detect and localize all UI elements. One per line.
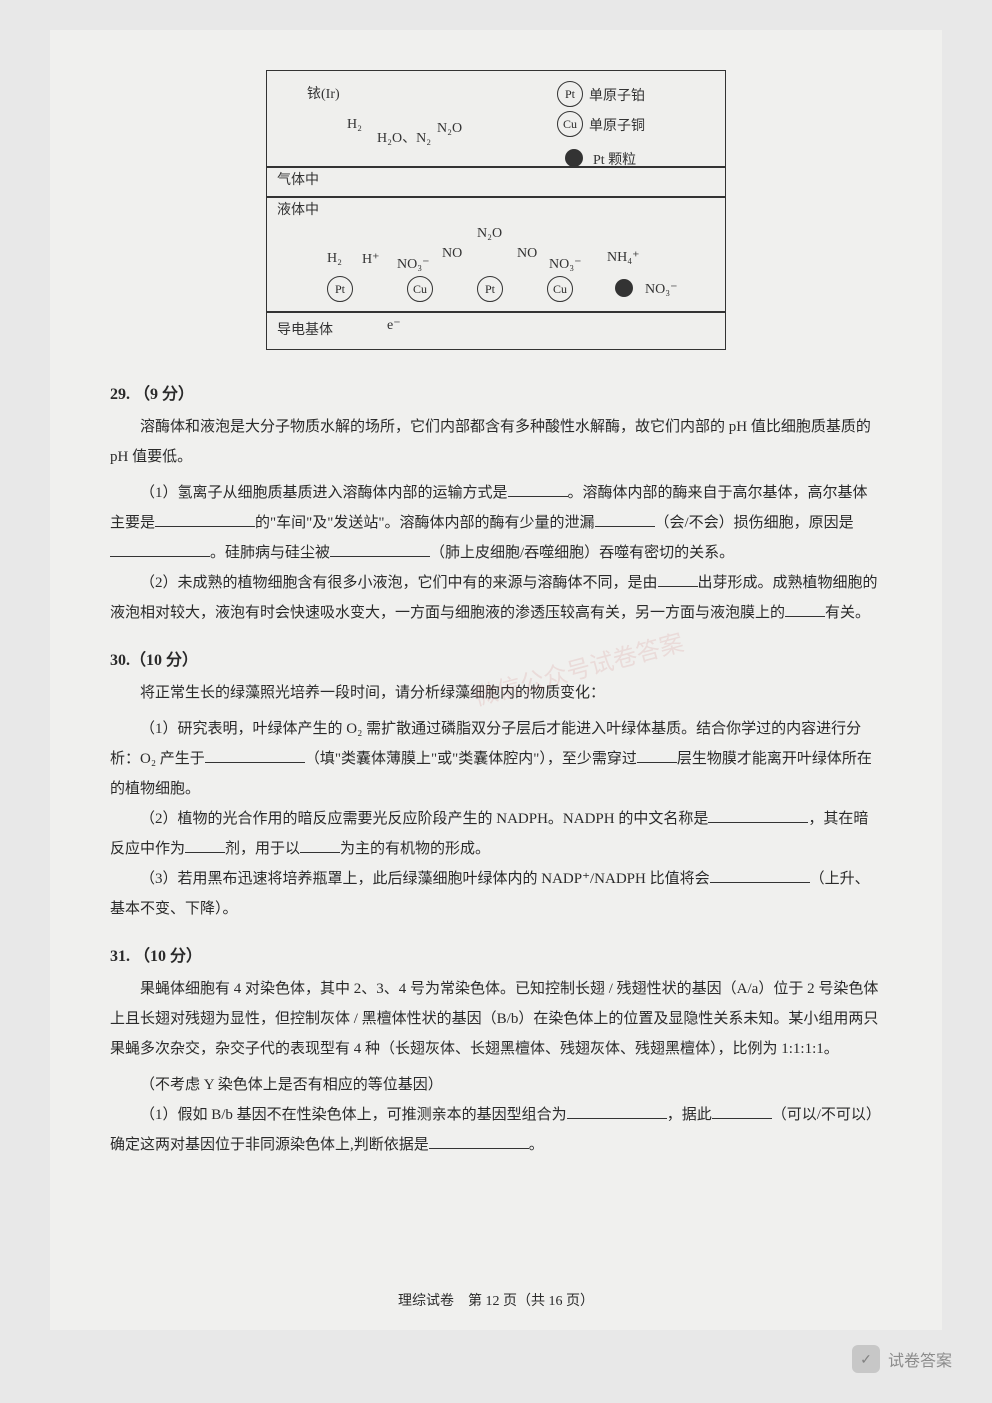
gas-phase-label: 气体中	[277, 169, 319, 189]
pt-node-top: Pt	[557, 81, 583, 107]
ir-label: 铱(Ir)	[307, 83, 340, 103]
q30-intro: 将正常生长的绿藻照光培养一段时间，请分析绿藻细胞内的物质变化：	[110, 678, 882, 708]
blank	[300, 838, 340, 853]
blank	[595, 512, 655, 527]
no-1: NO	[442, 246, 462, 262]
q30-sub3: （3）若用黑布迅速将培养瓶罩上，此后绿藻细胞叶绿体内的 NADP⁺/NADPH …	[110, 864, 882, 924]
pt-atom-label: 单原子铂	[589, 85, 645, 105]
pt-node-b2: Pt	[477, 276, 503, 302]
h2-mid: H₂	[327, 251, 342, 267]
blank	[567, 1104, 667, 1119]
blank	[110, 542, 210, 557]
blank	[708, 808, 808, 823]
q31-intro: 果蝇体细胞有 4 对染色体，其中 2、3、4 号为常染色体。已知控制长翅 / 残…	[110, 974, 882, 1064]
q29-sub2: （2）未成熟的植物细胞含有很多小液泡，它们中有的来源与溶酶体不同，是由出芽形成。…	[110, 568, 882, 628]
substrate-divider	[267, 311, 725, 313]
h-plus: H⁺	[362, 251, 380, 268]
cu-atom-label: 单原子铜	[589, 115, 645, 135]
cu-node-b2: Cu	[547, 276, 573, 302]
nh4-plus: NH₄⁺	[607, 249, 640, 266]
cu-node-top: Cu	[557, 111, 583, 137]
n2o-top: N₂O	[437, 121, 462, 137]
blank	[205, 748, 305, 763]
blank	[712, 1104, 772, 1119]
q29-intro: 溶酶体和液泡是大分子物质水解的场所，它们内部都含有多种酸性水解酶，故它们内部的 …	[110, 412, 882, 472]
gas-divider	[267, 166, 725, 168]
blank	[658, 572, 698, 587]
solid-node-b	[615, 279, 633, 297]
pt-particle-dot	[565, 149, 583, 167]
substrate-label: 导电基体	[277, 319, 333, 339]
e-minus: e⁻	[387, 317, 401, 334]
liquid-phase-label: 液体中	[277, 199, 319, 219]
watermark-logo: ✓ 试卷答案	[852, 1345, 952, 1373]
page-container: 铱(Ir) Pt 单原子铂 Cu 单原子铜 H₂ H₂O、N₂ N₂O Pt 颗…	[50, 30, 942, 1330]
no3-1: NO₃⁻	[397, 256, 430, 273]
no3-3: NO₃⁻	[645, 281, 678, 298]
pt-node-b1: Pt	[327, 276, 353, 302]
q29-number: 29. （9 分）	[110, 380, 882, 404]
blank	[155, 512, 255, 527]
blank	[185, 838, 225, 853]
page-footer: 理综试卷 第 12 页（共 16 页）	[50, 1290, 942, 1310]
blank	[508, 482, 568, 497]
q31-sub1: （1）假如 B/b 基因不在性染色体上，可推测亲本的基因型组合为，据此（可以/不…	[110, 1100, 882, 1160]
n2o-mid: N₂O	[477, 226, 502, 242]
chemistry-diagram: 铱(Ir) Pt 单原子铂 Cu 单原子铜 H₂ H₂O、N₂ N₂O Pt 颗…	[266, 70, 726, 350]
cu-node-b1: Cu	[407, 276, 433, 302]
blank	[637, 748, 677, 763]
blank	[710, 868, 810, 883]
no-2: NO	[517, 246, 537, 262]
blank	[429, 1134, 529, 1149]
no3-2: NO₃⁻	[549, 256, 582, 273]
h2o-n2: H₂O、N₂	[377, 127, 431, 147]
q30-number: 30.（10 分）	[110, 646, 882, 670]
blank	[785, 602, 825, 617]
blank	[330, 542, 430, 557]
h2-top: H₂	[347, 117, 362, 133]
q30-sub2: （2）植物的光合作用的暗反应需要光反应阶段产生的 NADPH。NADPH 的中文…	[110, 804, 882, 864]
q31-note: （不考虑 Y 染色体上是否有相应的等位基因）	[110, 1070, 882, 1100]
q31-number: 31. （10 分）	[110, 942, 882, 966]
logo-text: 试卷答案	[888, 1347, 952, 1371]
q29-sub1: （1）氢离子从细胞质基质进入溶酶体内部的运输方式是。溶酶体内部的酶来自于高尔基体…	[110, 478, 882, 568]
wechat-icon: ✓	[852, 1345, 880, 1373]
liquid-divider	[267, 196, 725, 198]
q30-sub1: （1）研究表明，叶绿体产生的 O₂ 需扩散通过磷脂双分子层后才能进入叶绿体基质。…	[110, 714, 882, 804]
